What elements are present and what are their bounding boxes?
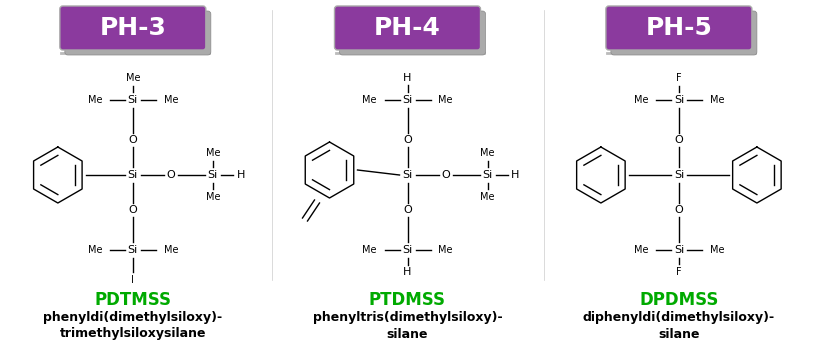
Text: Si: Si bbox=[128, 170, 138, 180]
Text: Si: Si bbox=[128, 95, 138, 105]
Text: Me: Me bbox=[710, 245, 725, 255]
Text: PDTMSS: PDTMSS bbox=[95, 291, 171, 309]
Text: O: O bbox=[129, 205, 137, 215]
Text: Si: Si bbox=[674, 245, 684, 255]
Text: Si: Si bbox=[674, 170, 684, 180]
Text: Me: Me bbox=[633, 95, 648, 105]
Text: O: O bbox=[441, 170, 450, 180]
Text: Me: Me bbox=[164, 245, 178, 255]
Text: H: H bbox=[511, 170, 520, 180]
Text: Si: Si bbox=[208, 170, 218, 180]
Text: H: H bbox=[403, 73, 412, 83]
Text: phenyltris(dimethylsiloxy)-
silane: phenyltris(dimethylsiloxy)- silane bbox=[313, 312, 502, 340]
Text: Me: Me bbox=[362, 245, 377, 255]
Text: O: O bbox=[403, 205, 412, 215]
FancyBboxPatch shape bbox=[611, 11, 757, 55]
Text: phenyldi(dimethylsiloxy)-
trimethylsiloxysilane: phenyldi(dimethylsiloxy)- trimethylsilox… bbox=[43, 312, 222, 340]
Text: PH-5: PH-5 bbox=[645, 16, 712, 40]
Text: Me: Me bbox=[710, 95, 725, 105]
FancyBboxPatch shape bbox=[334, 6, 481, 50]
Text: O: O bbox=[675, 135, 683, 145]
Text: Me: Me bbox=[205, 192, 220, 202]
Text: Si: Si bbox=[674, 95, 684, 105]
Text: Me: Me bbox=[87, 245, 102, 255]
Text: H: H bbox=[403, 267, 412, 277]
Text: Si: Si bbox=[403, 245, 412, 255]
Text: PTDMSS: PTDMSS bbox=[369, 291, 446, 309]
Text: F: F bbox=[676, 267, 681, 277]
Text: O: O bbox=[403, 135, 412, 145]
Text: Me: Me bbox=[438, 245, 453, 255]
Text: Si: Si bbox=[128, 245, 138, 255]
Text: Me: Me bbox=[126, 73, 140, 83]
Text: Si: Si bbox=[403, 170, 412, 180]
Text: O: O bbox=[166, 170, 175, 180]
FancyBboxPatch shape bbox=[606, 6, 752, 50]
Text: I: I bbox=[131, 275, 134, 285]
Text: Me: Me bbox=[480, 192, 495, 202]
Text: Me: Me bbox=[87, 95, 102, 105]
FancyBboxPatch shape bbox=[340, 11, 486, 55]
Text: Me: Me bbox=[205, 148, 220, 158]
Text: F: F bbox=[676, 73, 681, 83]
FancyBboxPatch shape bbox=[65, 11, 211, 55]
Text: O: O bbox=[675, 205, 683, 215]
Text: H: H bbox=[236, 170, 245, 180]
Text: Me: Me bbox=[480, 148, 495, 158]
Text: Me: Me bbox=[438, 95, 453, 105]
Text: Si: Si bbox=[403, 95, 412, 105]
FancyBboxPatch shape bbox=[59, 6, 206, 50]
Text: Me: Me bbox=[362, 95, 377, 105]
Text: diphenyldi(dimethylsiloxy)-
silane: diphenyldi(dimethylsiloxy)- silane bbox=[583, 312, 775, 340]
Text: O: O bbox=[129, 135, 137, 145]
Text: Me: Me bbox=[633, 245, 648, 255]
Text: PH-4: PH-4 bbox=[374, 16, 441, 40]
Text: Me: Me bbox=[164, 95, 178, 105]
Text: PH-3: PH-3 bbox=[99, 16, 166, 40]
Text: DPDMSS: DPDMSS bbox=[639, 291, 719, 309]
Text: Si: Si bbox=[482, 170, 492, 180]
